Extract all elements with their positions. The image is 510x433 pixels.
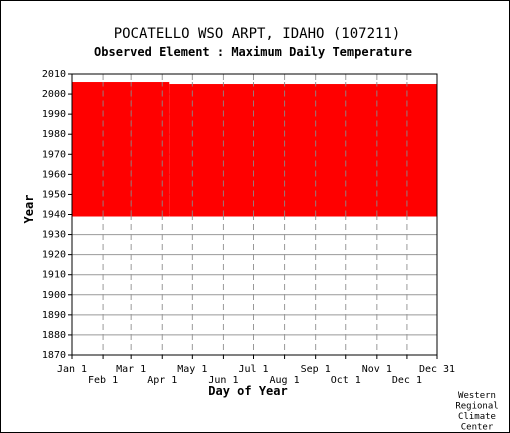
y-tick-label: 1980 <box>42 129 66 140</box>
y-tick-label: 1900 <box>42 290 66 301</box>
y-tick-label: 2000 <box>42 89 66 100</box>
x-tick-label-lower: Aug 1 <box>270 375 300 386</box>
data-bar <box>72 82 132 217</box>
y-tick-label: 1930 <box>42 230 66 241</box>
x-tick-label-upper: Nov 1 <box>362 364 392 375</box>
y-tick-label: 1960 <box>42 169 66 180</box>
data-bars <box>72 82 437 217</box>
y-tick-label: 2010 <box>42 69 66 80</box>
data-bar <box>131 82 170 217</box>
x-tick-label-lower: Jun 1 <box>208 375 238 386</box>
credit-line: Western <box>458 391 496 401</box>
y-tick-label: 1920 <box>42 250 66 261</box>
x-tick-label-upper: Jan 1 <box>57 364 87 375</box>
x-tick-labels: Jan 1 Mar 1 May 1 Jul 1 Sep 1 Nov 1 Dec 31 Feb … <box>57 355 455 386</box>
credit-line: Regional <box>455 402 498 412</box>
credit-line: Center <box>461 423 494 433</box>
chart-subtitle: Observed Element : Maximum Daily Tempera… <box>94 45 412 59</box>
credit-line: Climate <box>458 412 496 422</box>
y-tick-label: 1890 <box>42 310 66 321</box>
x-tick-label-lower: Dec 1 <box>392 375 422 386</box>
y-tick-label: 1990 <box>42 109 66 120</box>
x-tick-label-upper: May 1 <box>177 364 207 375</box>
x-tick-label-lower: Feb 1 <box>88 375 118 386</box>
x-tick-label-lower: Oct 1 <box>331 375 361 386</box>
x-tick-label-upper: Dec 31 <box>419 364 455 375</box>
y-tick-label: 1880 <box>42 330 66 341</box>
y-axis-label: Year <box>22 195 36 224</box>
data-bar <box>169 84 437 217</box>
y-tick-label: 1970 <box>42 149 66 160</box>
x-tick-label-upper: Sep 1 <box>301 364 331 375</box>
y-tick-label: 1950 <box>42 189 66 200</box>
chart-title: POCATELLO WSO ARPT, IDAHO (107211) <box>114 26 401 42</box>
y-tick-label: 1910 <box>42 270 66 281</box>
y-tick-labels: 1870 1880 1890 1900 1910 1920 1930 1940 1950 1960… <box>42 69 72 361</box>
x-tick-label-upper: Mar 1 <box>116 364 146 375</box>
vertical-grid-overlay <box>102 82 408 217</box>
x-axis-label: Day of Year <box>208 384 287 398</box>
y-tick-label: 1940 <box>42 210 66 221</box>
x-tick-label-upper: Jul 1 <box>238 364 268 375</box>
x-tick-label-lower: Apr 1 <box>147 375 177 386</box>
y-tick-label: 1870 <box>42 350 66 361</box>
